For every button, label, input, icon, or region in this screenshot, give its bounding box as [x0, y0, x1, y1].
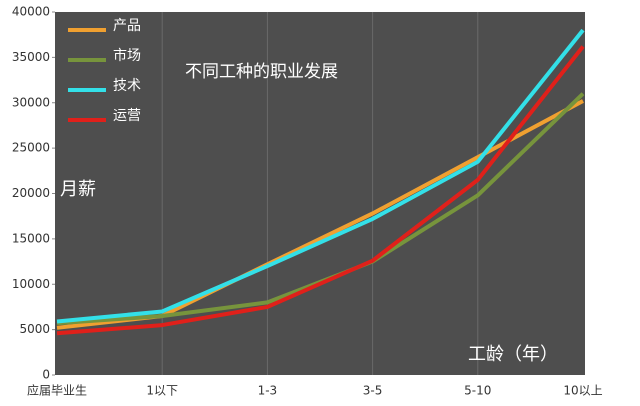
- x-tick-label: 10以上: [563, 384, 602, 398]
- legend-label: 技术: [113, 78, 141, 94]
- y-tick-label: 35000: [12, 50, 50, 64]
- legend-label: 产品: [113, 18, 141, 34]
- y-axis-label: 月薪: [60, 179, 96, 200]
- x-tick-label: 1以下: [146, 384, 178, 398]
- x-tick-label: 1-3: [258, 384, 278, 398]
- x-tick-label: 5-10: [464, 384, 491, 398]
- x-axis-label: 工龄（年）: [468, 344, 558, 365]
- y-tick-label: 0: [42, 368, 50, 382]
- x-tick-label: 3-5: [363, 384, 383, 398]
- series-line: [56, 28, 585, 324]
- y-tick-label: 40000: [12, 5, 50, 19]
- y-tick-label: 15000: [12, 231, 50, 245]
- y-tick-label: 30000: [12, 95, 50, 109]
- y-tick-label: 25000: [12, 141, 50, 155]
- y-tick-label: 5000: [19, 322, 50, 336]
- x-tick-label: 应届毕业生: [27, 383, 87, 398]
- y-tick-label: 10000: [12, 277, 50, 291]
- legend-label: 运营: [113, 108, 141, 124]
- chart-title: 不同工种的职业发展: [185, 62, 338, 82]
- series-line: [56, 45, 585, 336]
- legend-label: 市场: [113, 47, 141, 64]
- y-tick-label: 20000: [12, 186, 50, 200]
